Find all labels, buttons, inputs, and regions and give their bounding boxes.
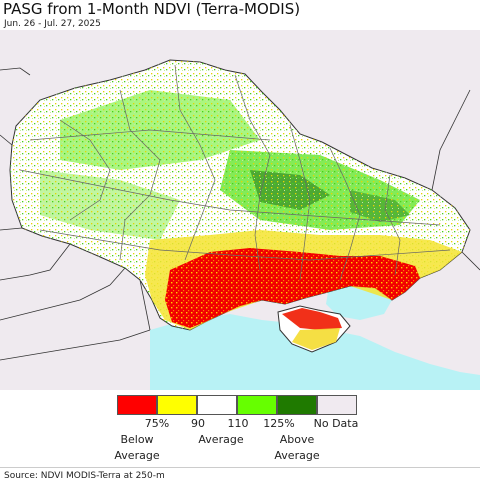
legend-tick-75: 75% [144, 417, 170, 430]
legend-yellow [157, 395, 197, 415]
legend-tick-90: 90 [191, 417, 205, 430]
map-title: PASG from 1-Month NDVI (Terra-MODIS) [3, 0, 301, 18]
neighbor-borders [0, 67, 480, 361]
legend-tick-125: 125% [263, 417, 295, 430]
crimea-red [282, 308, 342, 330]
legend-darkgreen [277, 395, 317, 415]
ndvi-map [0, 30, 480, 390]
legend [117, 395, 357, 415]
source-note: Source: NDVI MODIS-Terra at 250-m [4, 471, 165, 481]
footer-divider [0, 467, 480, 468]
black-sea [150, 314, 480, 390]
legend-below-label: Below Average [114, 433, 160, 462]
legend-lightgreen [237, 395, 277, 415]
legend-average-label: Average [198, 433, 244, 446]
legend-tick-nodata: No Data [313, 417, 359, 430]
legend-nodata [317, 395, 357, 415]
legend-above-label: Above Average [274, 433, 320, 462]
crimea-yellow [292, 328, 340, 350]
oblast-borders [19, 64, 451, 281]
map-subtitle: Jun. 26 - Jul. 27, 2025 [4, 19, 101, 29]
legend-white [197, 395, 237, 415]
legend-tick-110: 110 [227, 417, 249, 430]
legend-red [117, 395, 157, 415]
